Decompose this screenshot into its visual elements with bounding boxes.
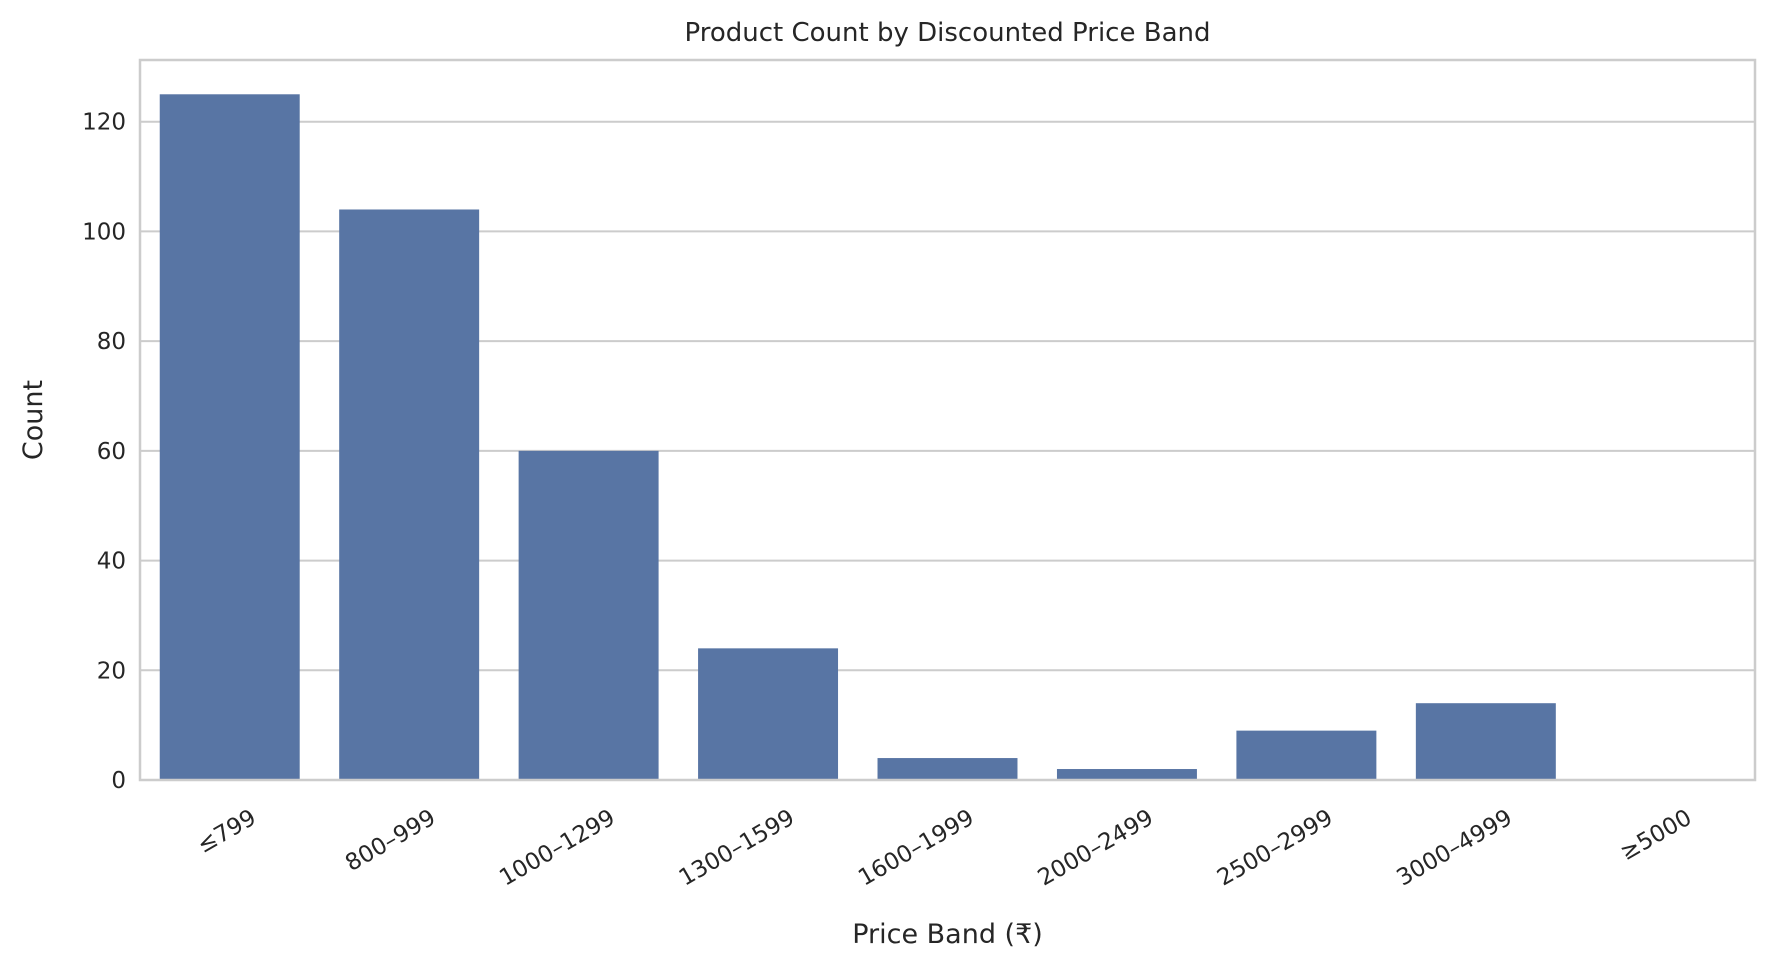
- bar: [877, 758, 1018, 780]
- bar: [1236, 730, 1377, 780]
- bar: [1056, 769, 1197, 780]
- y-tick-label: 40: [97, 549, 126, 575]
- bar: [698, 648, 839, 780]
- bar: [518, 450, 659, 780]
- x-tick-label: 2000–2499: [1034, 805, 1158, 892]
- chart-title: Product Count by Discounted Price Band: [685, 18, 1211, 48]
- y-tick-labels: 0 20 40 60 80 100 120: [82, 110, 126, 794]
- y-tick-label: 120: [82, 110, 126, 136]
- x-tick-labels: ≤799 800–999 1000–1299 1300–1599 1600–1999 20…: [193, 805, 1696, 892]
- x-tick-label: 1300–1599: [675, 805, 799, 892]
- y-tick-label: 80: [97, 329, 126, 355]
- x-tick-label: 800–999: [341, 805, 440, 877]
- y-axis-label: Count: [18, 380, 49, 460]
- bars-layer: [159, 94, 1556, 781]
- bar: [1415, 703, 1556, 780]
- bar: [159, 94, 300, 781]
- plot-frame: [138, 58, 1757, 782]
- x-tick-label: 1600–1999: [854, 805, 978, 892]
- bar: [339, 209, 480, 780]
- x-tick-label: ≤799: [193, 805, 261, 859]
- x-tick-label: 1000–1299: [495, 805, 619, 892]
- x-axis-label: Price Band (₹): [852, 919, 1043, 950]
- y-tick-label: 60: [97, 439, 126, 465]
- y-tick-label: 20: [97, 658, 126, 684]
- y-tick-label: 100: [82, 219, 126, 245]
- y-tick-label: 0: [111, 768, 126, 794]
- x-tick-label: 2500–2999: [1213, 805, 1337, 892]
- x-tick-label: 3000–4999: [1392, 805, 1516, 892]
- x-tick-label: ≥5000: [1616, 805, 1696, 866]
